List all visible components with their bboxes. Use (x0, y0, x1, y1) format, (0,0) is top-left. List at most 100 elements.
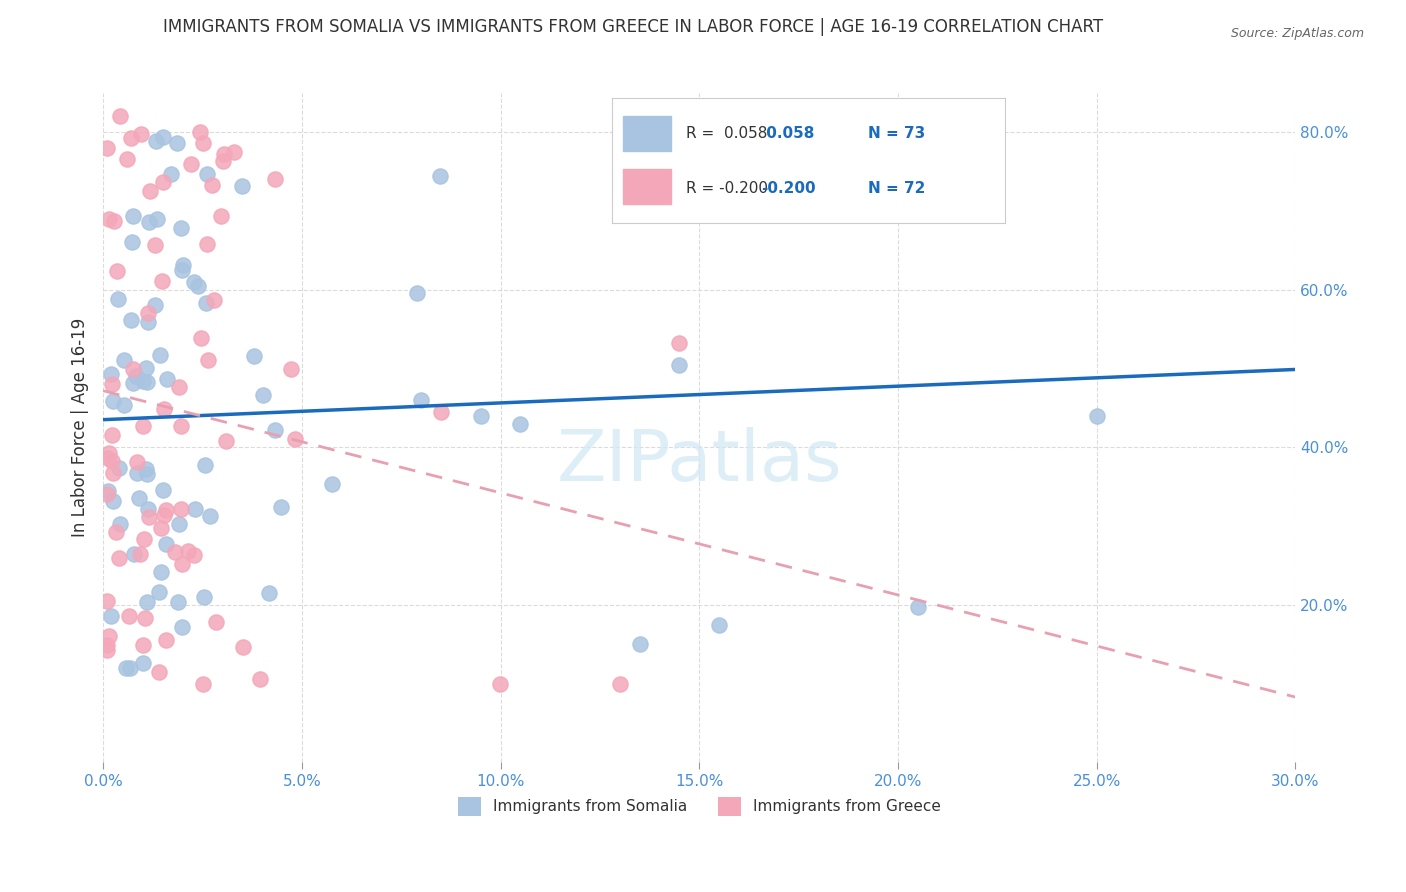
Immigrants from Somalia (194, 458, 217, 472)
Immigrants from Somalia (108, 461, 131, 475)
Immigrants from Greece (98, 629, 121, 643)
Text: Source: ZipAtlas.com: Source: ZipAtlas.com (1230, 27, 1364, 40)
Immigrants from Somalia (146, 212, 169, 227)
Immigrants from Greece (121, 362, 143, 376)
Immigrants from Greece (148, 665, 170, 679)
Immigrants from Greece (191, 676, 214, 690)
Immigrants from Somalia (122, 547, 145, 561)
Immigrants from Somalia (135, 595, 157, 609)
Immigrants from Somalia (125, 466, 148, 480)
Immigrants from Greece (152, 176, 174, 190)
Immigrants from Somalia (470, 409, 492, 423)
Immigrants from Somalia (121, 235, 143, 249)
Immigrants from Somalia (136, 467, 159, 482)
Immigrants from Greece (183, 548, 205, 562)
Immigrants from Greece (197, 353, 219, 368)
Immigrants from Greece (139, 185, 162, 199)
Immigrants from Somalia (167, 517, 190, 532)
Immigrants from Greece (180, 156, 202, 170)
Text: IMMIGRANTS FROM SOMALIA VS IMMIGRANTS FROM GREECE IN LABOR FORCE | AGE 16-19 COR: IMMIGRANTS FROM SOMALIA VS IMMIGRANTS FR… (163, 18, 1102, 36)
Bar (623, 116, 671, 151)
Immigrants from Greece (128, 547, 150, 561)
Immigrants from Greece (155, 503, 177, 517)
Immigrants from Greece (170, 501, 193, 516)
Immigrants from Greece (209, 210, 232, 224)
Immigrants from Somalia (242, 349, 264, 363)
Immigrants from Somalia (132, 656, 155, 670)
Immigrants from Somalia (252, 388, 274, 402)
Immigrants from Somalia (187, 278, 209, 293)
Immigrants from Greece (108, 109, 131, 123)
Immigrants from Greece (211, 153, 233, 168)
Immigrants from Somalia (150, 565, 173, 579)
Immigrants from Greece (488, 676, 510, 690)
Immigrants from Somalia (131, 374, 153, 388)
Immigrants from Greece (129, 127, 152, 141)
Immigrants from Somalia (110, 516, 132, 531)
Immigrants from Somalia (100, 368, 122, 382)
Text: R = -0.200: R = -0.200 (686, 180, 769, 195)
Immigrants from Somalia (145, 134, 167, 148)
Immigrants from Greece (204, 615, 226, 629)
Immigrants from Somalia (128, 491, 150, 505)
Immigrants from Greece (98, 212, 121, 227)
Immigrants from Greece (249, 673, 271, 687)
Immigrants from Greece (117, 152, 139, 166)
Immigrants from Greece (96, 643, 118, 657)
Immigrants from Somalia (97, 484, 120, 499)
Immigrants from Greece (280, 362, 302, 376)
Immigrants from Somalia (136, 315, 159, 329)
Immigrants from Somalia (125, 368, 148, 383)
Immigrants from Greece (107, 264, 129, 278)
Immigrants from Somalia (184, 502, 207, 516)
Immigrants from Greece (131, 418, 153, 433)
Immigrants from Somalia (103, 394, 125, 409)
Immigrants from Greece (165, 545, 187, 559)
Immigrants from Greece (100, 376, 122, 391)
Immigrants from Greece (97, 450, 120, 465)
Immigrants from Somalia (321, 477, 343, 491)
Immigrants from Greece (201, 178, 224, 193)
Immigrants from Greece (212, 146, 235, 161)
Text: N = 73: N = 73 (868, 126, 925, 141)
Text: ZIPatlas: ZIPatlas (557, 426, 842, 496)
Immigrants from Greece (153, 402, 176, 417)
Immigrants from Somalia (170, 221, 193, 235)
Immigrants from Somalia (112, 398, 135, 412)
Immigrants from Somalia (115, 661, 138, 675)
Text: R =  0.058: R = 0.058 (686, 126, 768, 141)
Immigrants from Greece (101, 427, 124, 442)
Immigrants from Somalia (135, 360, 157, 375)
Immigrants from Somalia (149, 348, 172, 362)
Immigrants from Greece (138, 509, 160, 524)
Immigrants from Greece (132, 638, 155, 652)
Immigrants from Greece (101, 466, 124, 480)
Immigrants from Greece (108, 550, 131, 565)
Text: -0.200: -0.200 (761, 180, 815, 195)
Immigrants from Somalia (107, 292, 129, 306)
Immigrants from Greece (153, 508, 176, 522)
Immigrants from Somalia (194, 296, 217, 310)
Immigrants from Greece (136, 306, 159, 320)
Immigrants from Somalia (264, 423, 287, 437)
Bar (623, 169, 671, 204)
Text: 0.058: 0.058 (761, 126, 814, 141)
Immigrants from Somalia (231, 178, 253, 193)
Immigrants from Somalia (135, 462, 157, 476)
Immigrants from Greece (105, 524, 128, 539)
Immigrants from Somalia (198, 509, 221, 524)
Immigrants from Somalia (183, 275, 205, 289)
Immigrants from Somalia (143, 298, 166, 312)
Immigrants from Greece (222, 145, 245, 160)
Immigrants from Somalia (148, 585, 170, 599)
Immigrants from Somalia (429, 169, 451, 184)
Immigrants from Somalia (155, 537, 177, 551)
Immigrants from Greece (284, 433, 307, 447)
Immigrants from Somalia (167, 595, 190, 609)
Immigrants from Greece (195, 236, 218, 251)
Immigrants from Greece (96, 141, 118, 155)
Immigrants from Somalia (122, 209, 145, 223)
Immigrants from Greece (155, 632, 177, 647)
Immigrants from Somalia (257, 586, 280, 600)
Immigrants from Somalia (136, 502, 159, 516)
